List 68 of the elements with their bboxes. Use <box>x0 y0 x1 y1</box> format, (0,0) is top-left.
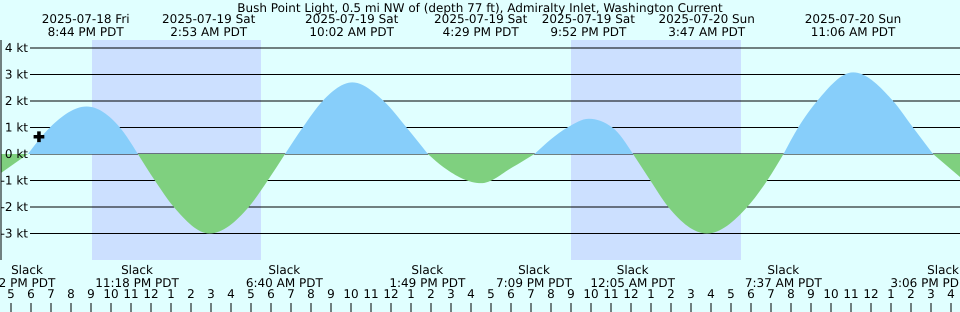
x-tick-label: 8 <box>67 287 75 301</box>
text: 2025-07-18 Fri 8:44 PM PDT <box>42 12 130 39</box>
y-tick-label: -1 kt <box>0 173 28 188</box>
x-tick-label: 6 <box>27 287 35 301</box>
text: 2025-07-19 Sat 2:53 AM PDT <box>162 12 256 39</box>
x-tick-label: 1 <box>407 287 415 301</box>
y-tick-label: -2 kt <box>0 200 28 214</box>
x-tick-label: 5 <box>7 287 15 301</box>
y-tick-label: 4 kt <box>4 40 28 55</box>
x-tick-label: 12 <box>143 287 159 301</box>
text: Slack 7:09 PM PDT <box>496 263 573 290</box>
x-tick-label: 2 <box>427 287 435 301</box>
x-tick-label: 4 <box>947 287 955 301</box>
x-tick-label: 10 <box>823 287 839 301</box>
y-tick-label: 2 kt <box>4 94 28 108</box>
x-tick-label: 1 <box>887 287 895 301</box>
x-tick-label: 12 <box>863 287 879 301</box>
text: 2025-07-20 Sun 11:06 AM PDT <box>804 12 902 39</box>
x-tick-label: 7 <box>47 287 55 301</box>
x-tick-label: 6 <box>267 287 275 301</box>
text: 2025-07-20 Sun 3:47 AM PDT <box>658 12 755 39</box>
x-tick-label: 12 <box>383 287 399 301</box>
text: Slack 2 PM PDT <box>0 263 56 290</box>
x-tick-label: 4 <box>227 287 235 301</box>
text: Slack 11:18 PM PDT <box>95 263 180 290</box>
x-tick-label: 7 <box>767 287 775 301</box>
x-tick-label: 8 <box>787 287 795 301</box>
x-tick-label: 1 <box>167 287 175 301</box>
text: Slack 7:37 AM PDT <box>744 263 822 290</box>
x-tick-label: 2 <box>667 287 675 301</box>
x-tick-label: 2 <box>187 287 195 301</box>
y-tick-label: -3 kt <box>0 226 28 240</box>
chart-title: Bush Point Light, 0.5 mi NW of (depth 77 ft), Admiralty Inlet, Washington Current <box>237 1 724 15</box>
x-tick-label: 10 <box>583 287 599 301</box>
x-tick-label: 9 <box>327 287 335 301</box>
x-tick-label: 3 <box>207 287 215 301</box>
x-tick-label: 11 <box>123 287 139 301</box>
x-tick-label: 6 <box>747 287 755 301</box>
text: Slack 6:40 AM PDT <box>246 263 324 290</box>
x-tick-label: 3 <box>687 287 695 301</box>
x-tick-label: 9 <box>567 287 575 301</box>
y-tick-label: 1 kt <box>4 120 28 134</box>
x-tick-label: 4 <box>467 287 475 301</box>
y-tick-label: 3 kt <box>4 67 28 82</box>
x-tick-label: 3 <box>447 287 455 301</box>
x-tick-label: 6 <box>507 287 515 301</box>
x-tick-label: 8 <box>307 287 315 301</box>
x-tick-label: 5 <box>487 287 495 301</box>
x-tick-label: 10 <box>103 287 119 301</box>
x-tick-label: 5 <box>247 287 255 301</box>
x-tick-label: 11 <box>603 287 619 301</box>
text: Slack 12:05 AM PDT <box>590 263 676 290</box>
x-tick-label: 9 <box>87 287 95 301</box>
x-tick-label: 11 <box>363 287 379 301</box>
x-tick-label: 7 <box>527 287 535 301</box>
x-tick-label: 9 <box>807 287 815 301</box>
x-tick-label: 1 <box>647 287 655 301</box>
x-tick-label: 12 <box>623 287 639 301</box>
x-tick-label: 8 <box>547 287 555 301</box>
x-tick-label: 10 <box>343 287 359 301</box>
x-tick-label: 11 <box>843 287 859 301</box>
x-tick-label: 5 <box>727 287 735 301</box>
x-tick-label: 4 <box>707 287 715 301</box>
text: Slack 3:06 PM PD <box>890 263 960 290</box>
x-tick-label: 3 <box>927 287 935 301</box>
x-tick-label: 2 <box>907 287 915 301</box>
text: Slack 1:49 PM PDT <box>389 263 466 290</box>
x-tick-label: 7 <box>287 287 295 301</box>
